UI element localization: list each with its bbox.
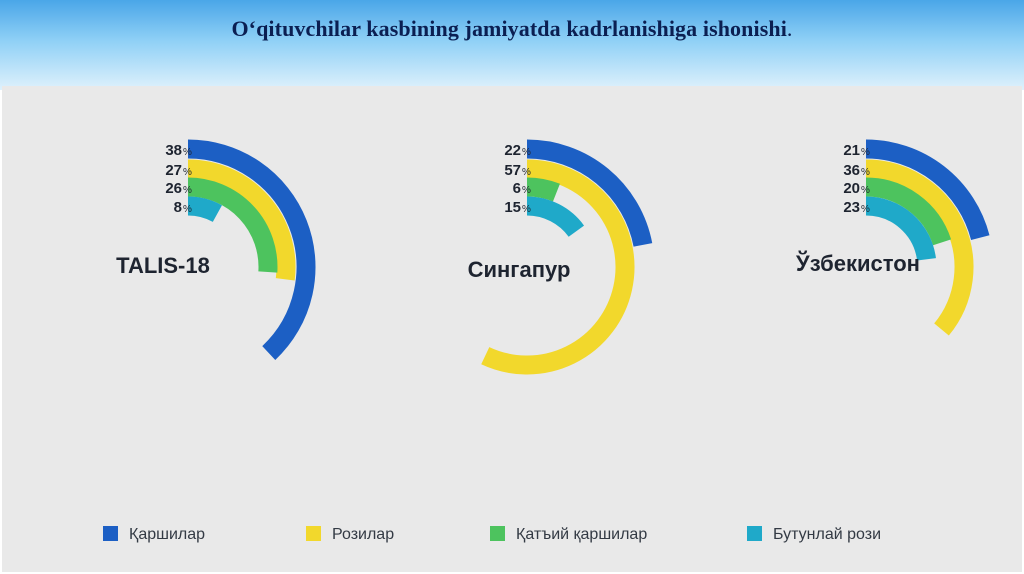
value-unit-talis-18-4: % <box>183 204 192 215</box>
legend-label-3: Қатъий қаршилар <box>516 526 647 543</box>
chart-title-singapore: Сингапур <box>468 257 571 282</box>
arc-talis-18-series-2 <box>187 159 296 281</box>
legend-label-4: Бутунлай рози <box>773 526 881 543</box>
value-label-uzbekistan-4: 23 <box>843 199 860 216</box>
chart-title-talis-18: TALIS-18 <box>116 253 210 278</box>
legend-label-2: Розилар <box>332 526 394 543</box>
arc-singapore-series-2 <box>481 159 635 375</box>
value-label-talis-18-1: 38 <box>165 142 182 159</box>
value-unit-uzbekistan-3: % <box>861 185 870 196</box>
value-label-uzbekistan-2: 36 <box>843 162 860 179</box>
legend-swatch-2 <box>306 526 321 541</box>
value-unit-singapore-1: % <box>522 147 531 158</box>
chart-title-uzbekistan: Ўзбекистон <box>795 250 920 276</box>
value-unit-singapore-3: % <box>522 185 531 196</box>
legend-swatch-3 <box>490 526 505 541</box>
value-unit-singapore-4: % <box>522 204 531 215</box>
legend-swatch-1 <box>103 526 118 541</box>
legend-item-4: Бутунлай рози <box>747 526 881 543</box>
arc-uzbekistan-series-4 <box>865 196 936 261</box>
value-unit-uzbekistan-2: % <box>861 167 870 178</box>
arc-uzbekistan-series-2 <box>865 159 974 336</box>
slide-title-text: Oʻqituvchilar kasbining jamiyatda kadrla… <box>231 16 787 41</box>
title-banner <box>0 0 1024 90</box>
legend-item-1: Қаршилар <box>103 526 205 543</box>
chart-panel <box>2 86 1022 572</box>
arc-uzbekistan-series-3 <box>865 177 952 246</box>
value-label-uzbekistan-3: 20 <box>843 180 860 197</box>
chart-uzbekistan: 21 %36 %20 %23 %Ўзбекистон <box>795 139 990 336</box>
value-label-talis-18-4: 8 <box>174 199 182 216</box>
arc-talis-18-series-1 <box>187 139 316 360</box>
value-unit-singapore-2: % <box>522 167 531 178</box>
value-label-uzbekistan-1: 21 <box>843 142 860 159</box>
value-label-talis-18-3: 26 <box>165 180 182 197</box>
value-unit-uzbekistan-4: % <box>861 204 870 215</box>
value-label-singapore-4: 15 <box>504 199 521 216</box>
value-label-singapore-3: 6 <box>513 180 521 197</box>
value-unit-talis-18-1: % <box>183 147 192 158</box>
legend-swatch-4 <box>747 526 762 541</box>
legend-item-2: Розилар <box>306 526 394 543</box>
legend-item-3: Қатъий қаршилар <box>490 526 647 543</box>
slide-title: Oʻqituvchilar kasbining jamiyatda kadrla… <box>0 16 1024 42</box>
value-unit-uzbekistan-1: % <box>861 147 870 158</box>
legend-label-1: Қаршилар <box>129 526 205 543</box>
value-label-singapore-1: 22 <box>504 142 521 159</box>
chart-talis-18: 38 %27 %26 %8 %TALIS-18 <box>116 139 316 360</box>
value-label-singapore-2: 57 <box>504 162 521 179</box>
arc-talis-18-series-4 <box>187 196 222 223</box>
value-unit-talis-18-3: % <box>183 185 192 196</box>
arc-singapore-series-4 <box>526 196 585 238</box>
arc-uzbekistan-series-1 <box>865 139 990 241</box>
chart-singapore: 22 %57 %6 %15 %Сингапур <box>468 139 653 375</box>
arc-singapore-series-1 <box>526 139 653 247</box>
value-label-talis-18-2: 27 <box>165 162 182 179</box>
arc-singapore-series-3 <box>526 177 560 202</box>
arc-talis-18-series-3 <box>187 177 278 273</box>
value-unit-talis-18-2: % <box>183 167 192 178</box>
slide-title-period: . <box>786 16 793 41</box>
